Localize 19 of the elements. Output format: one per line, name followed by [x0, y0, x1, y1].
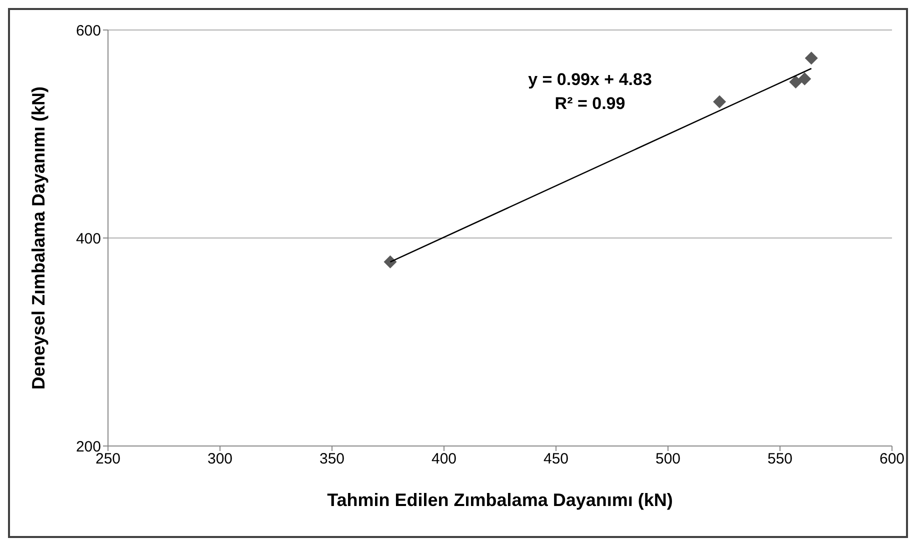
x-tick-label: 350: [319, 450, 345, 468]
point: [713, 95, 726, 108]
x-axis-title: Tahmin Edilen Zımbalama Dayanımı (kN): [327, 490, 673, 510]
x-tick-label: 500: [655, 450, 681, 468]
y-tick-label: 400: [76, 230, 101, 248]
annotation: y = 0.99x + 4.83: [527, 70, 653, 90]
point: [798, 72, 812, 86]
x-tick-label: 600: [879, 450, 905, 468]
x-tick-label: 300: [207, 450, 233, 468]
x-tick-label: 550: [767, 450, 793, 468]
point: [789, 76, 802, 88]
x-tick-label: 400: [431, 450, 457, 468]
x-tick-label: 450: [543, 450, 569, 468]
y-axis-title: Deneysel Zımbalama Dayanımı (kN): [28, 86, 48, 390]
x-tick-label: 250: [95, 450, 121, 468]
point: [804, 52, 818, 65]
y-tick-label: 600: [76, 22, 101, 40]
point: [384, 255, 397, 268]
annotation: R² = 0.99: [554, 94, 626, 114]
